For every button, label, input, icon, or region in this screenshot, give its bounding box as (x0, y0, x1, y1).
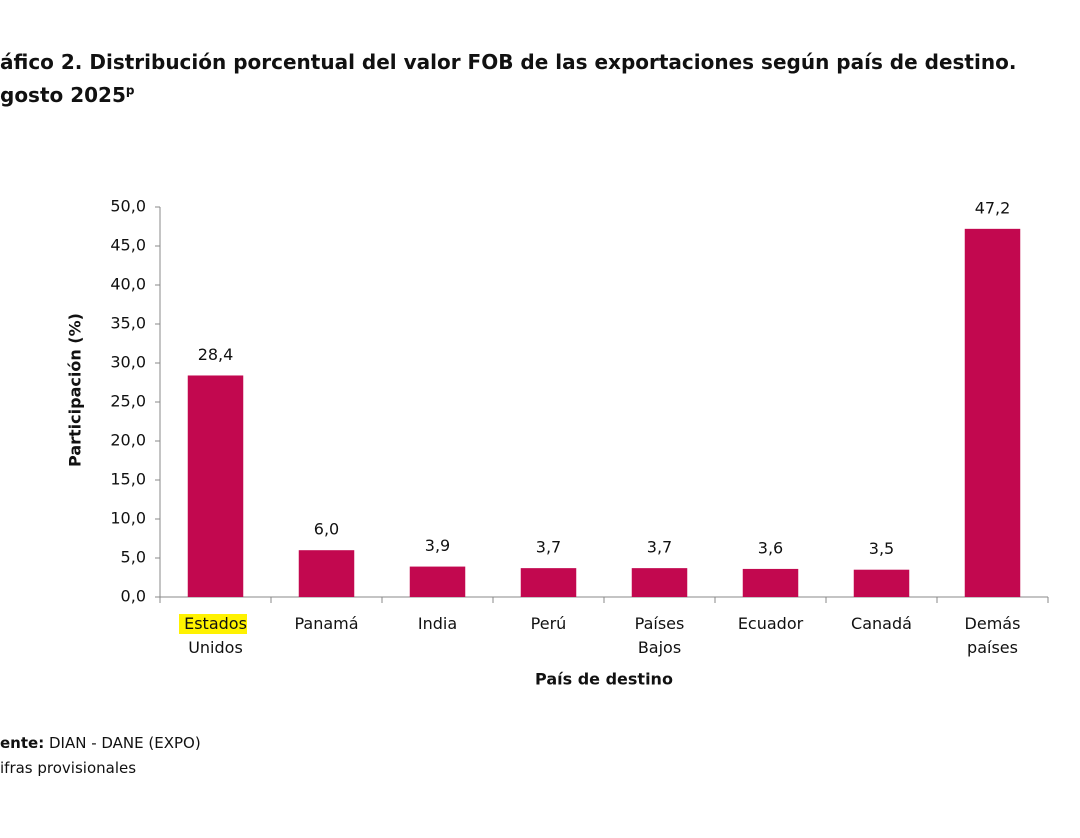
y-tick-label: 40,0 (110, 275, 146, 294)
y-tick-label: 10,0 (110, 509, 146, 528)
x-axis-title: País de destino (535, 670, 673, 689)
value-label: 3,9 (425, 536, 450, 555)
source-line: ente: DIAN - DANE (EXPO) (0, 734, 201, 752)
x-tick-label: India (417, 614, 458, 633)
x-tick-label: Perú (530, 614, 567, 633)
y-tick-label: 50,0 (110, 197, 146, 216)
y-tick-label: 25,0 (110, 392, 146, 411)
note: ifras provisionales (0, 759, 137, 777)
y-tick-label: 15,0 (110, 470, 146, 489)
x-tick-label: Ecuador (737, 614, 804, 633)
bar (409, 566, 466, 597)
value-label: 3,7 (536, 538, 561, 557)
bar (853, 569, 910, 597)
x-tick-label: Canadá (851, 614, 912, 633)
chart-title: áfico 2. Distribución porcentual del val… (0, 50, 1017, 74)
subtitle-mark: p (125, 83, 135, 98)
bar (964, 228, 1021, 597)
y-tick-label: 20,0 (110, 431, 146, 450)
bar (187, 375, 244, 597)
y-tick-label: 45,0 (110, 236, 146, 255)
x-tick-label: Demás países (964, 614, 1021, 657)
source: DIAN - DANE (EXPO) (48, 734, 201, 752)
x-tick-label: Estados Unidos (174, 612, 258, 660)
value-label: 47,2 (975, 198, 1011, 217)
value-label: 3,6 (758, 538, 783, 557)
value-label: 3,7 (647, 538, 672, 557)
highlight (178, 614, 247, 634)
bar (298, 550, 355, 597)
value-label: 3,5 (869, 539, 894, 558)
y-axis-title: Participación (%) (66, 313, 85, 467)
bar (631, 568, 688, 597)
value-label: 28,4 (198, 345, 234, 364)
chart-subtitle-wrap: gosto 2025p (0, 83, 134, 107)
value-label: 6,0 (314, 520, 339, 539)
source-label: ente: (0, 734, 45, 752)
y-tick-label: 0,0 (121, 587, 146, 606)
x-tick-label: Países Bajos (634, 614, 685, 657)
bar (520, 568, 577, 597)
x-tick-label: Panamá (294, 614, 359, 633)
y-tick-label: 30,0 (110, 353, 146, 372)
chart-subtitle: gosto 2025 (0, 83, 126, 107)
y-tick-label: 35,0 (110, 314, 146, 333)
y-tick-label: 5,0 (121, 548, 146, 567)
bar (742, 568, 799, 597)
